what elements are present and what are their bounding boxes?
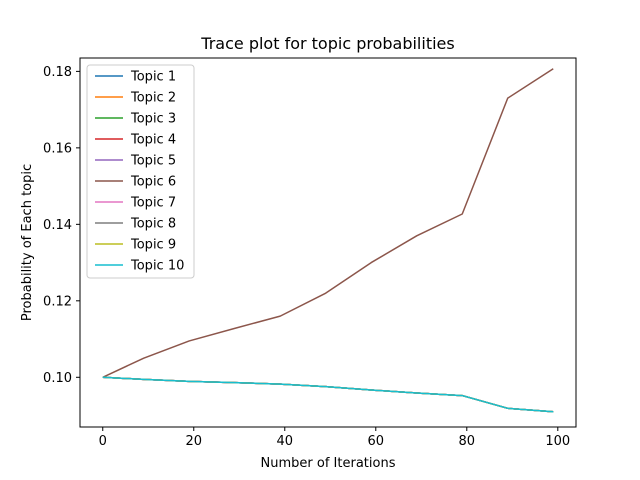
legend-label-topic-2: Topic 2: [130, 91, 176, 106]
legend-label-topic-3: Topic 3: [130, 112, 176, 127]
x-axis-label: Number of Iterations: [261, 456, 396, 471]
x-axis: 0 20 40 60 80 100: [99, 427, 570, 449]
y-axis: 0.10 0.12 0.14 0.16 0.18: [43, 65, 80, 386]
series-line-topic-6: [102, 68, 554, 378]
x-tick-label: 40: [276, 434, 293, 449]
x-tick-label: 0: [99, 434, 107, 449]
y-tick-label: 0.14: [43, 218, 72, 233]
plot-frame: [79, 57, 577, 428]
legend-label-topic-4: Topic 4: [130, 133, 176, 148]
legend-label-topic-5: Topic 5: [130, 154, 176, 169]
legend-label-topic-1: Topic 1: [130, 70, 176, 85]
x-tick-label: 100: [545, 434, 570, 449]
legend: Topic 1 Topic 2 Topic 3 Topic 4 Topic 5 Topic…: [86, 64, 195, 279]
legend-label-topic-8: Topic 8: [130, 217, 176, 232]
legend-label-topic-7: Topic 7: [130, 196, 176, 211]
x-tick-label: 20: [185, 434, 202, 449]
x-tick-label: 80: [459, 434, 476, 449]
series-line-topic-10: [102, 376, 554, 413]
y-axis-label: Probability of Each topic: [20, 164, 35, 321]
plot-area: [102, 68, 554, 413]
chart-title: Trace plot for topic probabilities: [200, 34, 454, 53]
y-tick-label: 0.18: [43, 65, 72, 80]
legend-label-topic-10: Topic 10: [130, 259, 184, 274]
y-tick-label: 0.12: [43, 294, 72, 309]
y-tick-label: 0.10: [43, 371, 72, 386]
legend-label-topic-9: Topic 9: [130, 238, 176, 253]
legend-label-topic-6: Topic 6: [130, 175, 176, 190]
y-tick-label: 0.16: [43, 141, 72, 156]
x-tick-label: 60: [368, 434, 385, 449]
